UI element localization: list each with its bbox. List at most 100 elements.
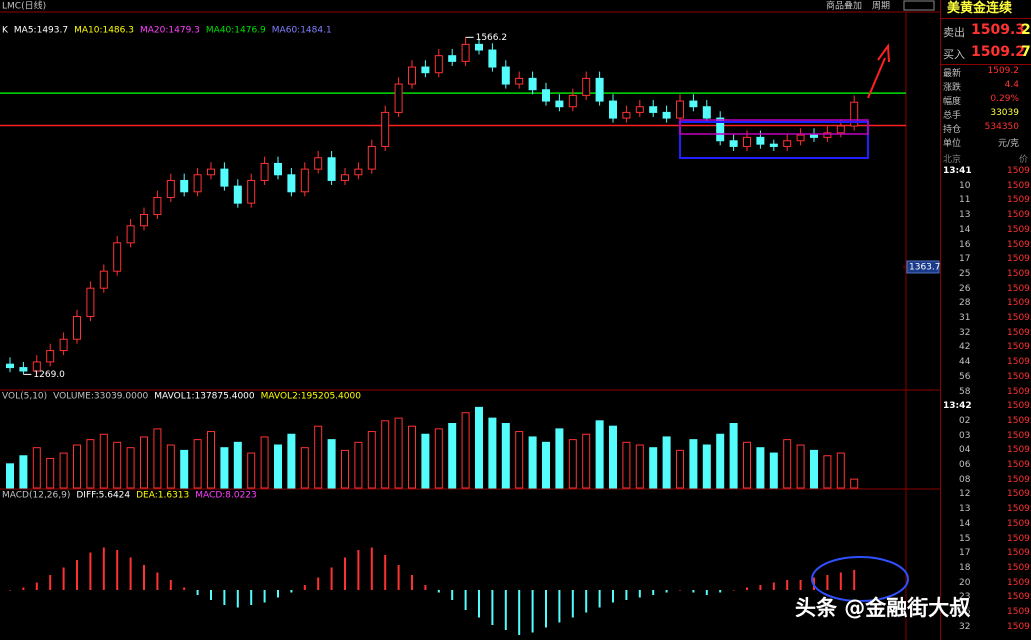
volume-bar — [756, 447, 765, 489]
tick-time: 26 — [959, 607, 971, 617]
volume-bar — [448, 423, 457, 489]
macd-bar — [411, 575, 413, 590]
legend-entry: MAVOL2:195205.4000 — [261, 392, 362, 402]
row-value: 33039 — [990, 108, 1019, 118]
volume-bar — [689, 439, 698, 489]
tick-time: 08 — [959, 474, 971, 485]
volume-bar — [488, 417, 497, 489]
tick-time: 17 — [959, 548, 971, 559]
macd-bar — [464, 590, 467, 610]
tick-time: 42 — [959, 342, 971, 353]
tick-price: 1509.2 — [1007, 210, 1031, 221]
row-label: 最新 — [943, 69, 962, 79]
macd-bar — [839, 572, 842, 590]
volume-bar — [475, 406, 483, 489]
volume-bar — [381, 420, 390, 489]
macd-bar — [719, 590, 722, 593]
candle-body — [408, 66, 416, 85]
tick-header-label: 北京 — [943, 155, 962, 165]
tick-time: 02 — [959, 415, 971, 426]
tick-price: 1509.2 — [1007, 357, 1031, 368]
tick-price: 1509.2 — [1007, 239, 1031, 250]
overlay-button[interactable]: 商品叠加 — [826, 0, 862, 12]
volume-bar — [274, 444, 282, 489]
tick-time: 20 — [959, 577, 971, 588]
period-button[interactable]: 周期 — [872, 1, 890, 12]
tick-price: 1509.2 — [1007, 533, 1031, 544]
macd-bar — [89, 552, 92, 590]
candle-body — [46, 350, 55, 363]
tick-price: 1509.3 — [1007, 254, 1031, 265]
window-buttons[interactable] — [903, 0, 935, 11]
row-label: 单位 — [943, 139, 962, 149]
candle-body — [810, 134, 818, 138]
row-value: 4.4 — [1004, 80, 1019, 90]
tick-time: 03 — [959, 430, 971, 441]
macd-bar — [370, 547, 373, 590]
volume-bar — [193, 439, 202, 489]
candle-body — [314, 157, 323, 170]
legend-entry: MAVOL1:137875.4000 — [154, 392, 255, 402]
candle-body — [649, 106, 658, 113]
macd-bar — [35, 582, 38, 590]
candle-body — [475, 43, 483, 51]
tick-price: 1509.2 — [1007, 474, 1031, 485]
tick-price: 1509.3 — [1007, 313, 1031, 323]
candle-body — [488, 49, 497, 68]
watermark: 头条 @金融街大叔 — [795, 596, 971, 620]
macd-bar — [638, 590, 641, 598]
quote-label: 卖出 — [943, 26, 965, 39]
macd-bar — [344, 557, 346, 590]
quote-label: 买入 — [943, 48, 965, 61]
macd-bar — [772, 582, 775, 590]
tick-time: 04 — [959, 445, 971, 456]
candle-body — [287, 174, 296, 193]
tick-price: 1509.2 — [1007, 592, 1031, 603]
tick-time: 14 — [959, 224, 971, 235]
volume-bar — [810, 449, 818, 489]
volume-bar — [729, 423, 738, 489]
chart: LMC(日线) 商品叠加 周期 1363.7 1566.2 1269.0 K MA5:1… — [0, 0, 940, 640]
volume-bar — [153, 428, 162, 489]
tick-time: 26 — [959, 283, 971, 294]
macd-bar — [504, 590, 507, 630]
legend-entry: DIFF:5.6424 — [76, 491, 130, 501]
candle-body — [19, 367, 28, 372]
volume-bar — [836, 452, 845, 489]
row-label: 总手 — [943, 111, 962, 121]
candle-body — [113, 242, 122, 272]
volume-bar — [220, 447, 229, 489]
macd-bar — [290, 590, 293, 593]
volume-bar — [126, 447, 135, 489]
candle-body — [823, 132, 832, 138]
volume-bar — [247, 452, 256, 489]
tick-time: 13 — [959, 504, 971, 515]
candle-body — [836, 125, 845, 134]
volume-bar — [515, 431, 524, 489]
volume-bar — [769, 452, 778, 489]
volume-bar — [702, 444, 711, 489]
tick-price: 1509.2 — [1007, 562, 1031, 573]
candle-body — [662, 111, 671, 119]
macd-bar — [210, 590, 212, 600]
macd-bar — [705, 590, 708, 595]
tick-time: 58 — [959, 386, 971, 397]
volume-bar — [99, 433, 108, 489]
candle-body — [140, 213, 148, 227]
legend-entry: MACD(12,26,9) — [2, 491, 70, 501]
macd-bar — [826, 575, 829, 590]
candle-body — [783, 140, 792, 147]
tick-time: 11 — [959, 195, 971, 206]
macd-bar — [585, 590, 588, 613]
tick-price: 1509.3 — [1007, 283, 1031, 294]
volume-bar — [394, 417, 403, 489]
tick-time: 06 — [959, 460, 971, 470]
legend-entry: MA20:1479.3 — [140, 26, 200, 36]
candle-body — [635, 106, 644, 113]
volume-bar — [260, 436, 269, 489]
tick-header-value: 价 — [1019, 155, 1029, 165]
tick-price: 1509.3 — [1007, 577, 1031, 588]
macd-bar — [786, 580, 789, 590]
volume-bar — [300, 447, 309, 489]
